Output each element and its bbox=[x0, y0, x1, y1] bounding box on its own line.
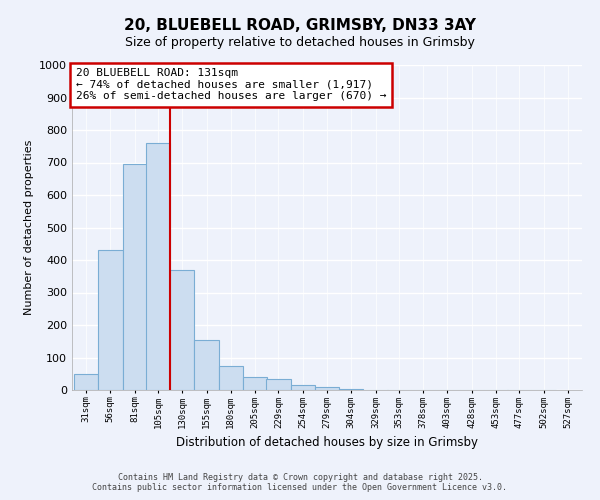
Y-axis label: Number of detached properties: Number of detached properties bbox=[23, 140, 34, 315]
Bar bbox=[146, 143, 170, 390]
Bar bbox=[243, 377, 267, 390]
Text: 20, BLUEBELL ROAD, GRIMSBY, DN33 3AY: 20, BLUEBELL ROAD, GRIMSBY, DN33 3AY bbox=[124, 18, 476, 32]
Bar bbox=[122, 164, 147, 390]
Bar bbox=[98, 250, 122, 390]
Bar bbox=[266, 380, 290, 390]
Bar bbox=[74, 374, 98, 390]
Text: Size of property relative to detached houses in Grimsby: Size of property relative to detached ho… bbox=[125, 36, 475, 49]
Bar bbox=[315, 387, 339, 390]
Bar bbox=[170, 270, 194, 390]
Bar bbox=[194, 340, 218, 390]
X-axis label: Distribution of detached houses by size in Grimsby: Distribution of detached houses by size … bbox=[176, 436, 478, 449]
Bar bbox=[218, 366, 243, 390]
Text: Contains HM Land Registry data © Crown copyright and database right 2025.
Contai: Contains HM Land Registry data © Crown c… bbox=[92, 473, 508, 492]
Text: 20 BLUEBELL ROAD: 131sqm
← 74% of detached houses are smaller (1,917)
26% of sem: 20 BLUEBELL ROAD: 131sqm ← 74% of detach… bbox=[76, 68, 386, 102]
Bar bbox=[290, 385, 315, 390]
